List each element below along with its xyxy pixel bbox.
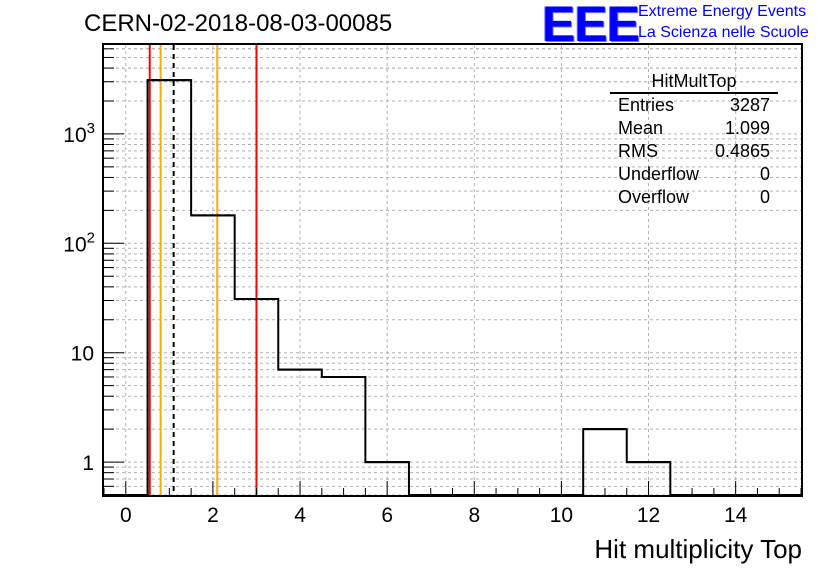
x-tick-label: 10: [550, 504, 573, 527]
histogram-bins: [104, 79, 801, 496]
stat-row-entries: Entries 3287: [610, 94, 778, 117]
x-tick-label: 2: [207, 504, 219, 527]
stat-label: Overflow: [618, 187, 690, 207]
stat-value: 0: [759, 164, 770, 184]
marker-lines: [148, 45, 258, 495]
y-tick-label: 102: [63, 229, 95, 256]
stat-value: 0.4865: [714, 141, 770, 161]
logo-line-1: Extreme Energy Events: [638, 3, 807, 20]
y-tick-label: 10: [71, 343, 94, 366]
grid-lines: [104, 45, 801, 496]
y-tick-label: 1: [82, 452, 94, 475]
x-tick-label: 4: [294, 504, 306, 527]
chart-title: CERN-02-2018-08-03-00085: [84, 10, 393, 37]
stat-value: 3287: [729, 95, 770, 115]
stat-value: 1.099: [724, 118, 770, 138]
x-tick-label: 12: [637, 504, 660, 527]
x-tick-label: 6: [381, 504, 393, 527]
stat-label: Underflow: [618, 164, 700, 184]
stat-value: 0: [759, 187, 770, 207]
stat-label: RMS: [618, 141, 658, 161]
y-tick-label: 103: [63, 120, 95, 147]
eee-logo: EEE: [542, 0, 640, 52]
axis-ticks: 0 2 4 6 8 10 12 14 1 10 102 103: [63, 48, 802, 527]
stat-row-mean: Mean 1.099: [610, 117, 778, 140]
stats-title: HitMultTop: [610, 70, 778, 94]
x-axis-title: Hit multiplicity Top: [594, 534, 802, 564]
stat-label: Entries: [618, 95, 675, 115]
stats-box: HitMultTop Entries 3287 Mean 1.099 RMS 0…: [610, 70, 778, 209]
stat-row-rms: RMS 0.4865: [610, 140, 778, 163]
x-tick-label: 8: [468, 504, 480, 527]
plot-frame: [102, 43, 803, 497]
stat-row-underflow: Underflow 0: [610, 163, 778, 186]
stat-label: Mean: [618, 118, 664, 138]
stat-row-overflow: Overflow 0: [610, 186, 778, 209]
x-tick-label: 0: [120, 504, 132, 527]
logo-line-2: La Scienza nelle Scuole: [638, 24, 809, 41]
x-tick-label: 14: [724, 504, 748, 527]
